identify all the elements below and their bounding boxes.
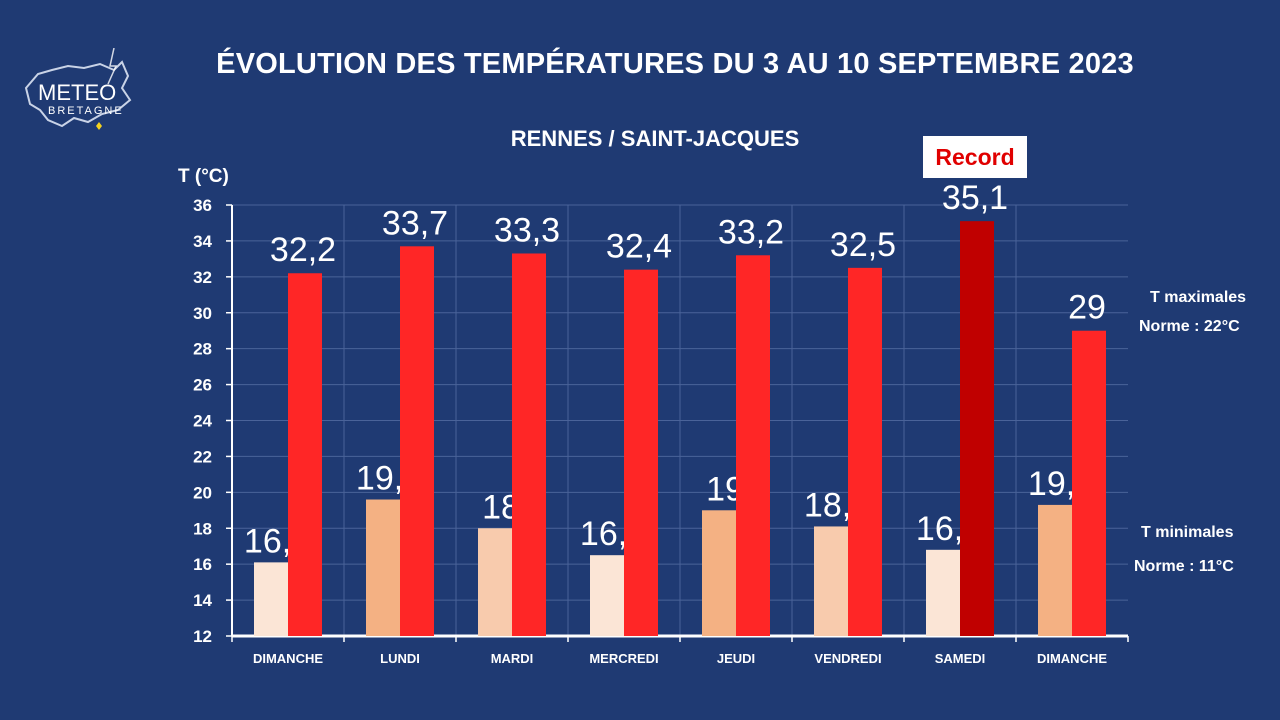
y-tick-label: 22 <box>193 447 212 466</box>
x-category-label: DIMANCHE <box>1037 651 1107 666</box>
x-category-label: VENDREDI <box>814 651 881 666</box>
tmax-data-label: 35,1 <box>942 179 1008 217</box>
tmax-bar <box>1072 330 1106 636</box>
y-tick-label: 14 <box>193 591 212 610</box>
tmin-bar <box>702 510 736 636</box>
tmin-bar <box>814 526 848 636</box>
tmax-data-label: 33,7 <box>382 204 448 242</box>
x-category-label: DIMANCHE <box>253 651 323 666</box>
tmax-data-label: 32,5 <box>830 226 896 264</box>
meteo-bretagne-logo: METEO BRETAGNE <box>18 47 148 144</box>
tmax-bar <box>736 255 770 637</box>
y-tick-label: 20 <box>193 483 212 502</box>
y-tick-label: 32 <box>193 268 212 287</box>
tmax-bar <box>624 269 658 636</box>
tmin-bar <box>590 555 624 636</box>
chart-subtitle: RENNES / SAINT-JACQUES <box>510 126 800 151</box>
record-badge-label: Record <box>935 144 1014 170</box>
x-category-label: MERCREDI <box>589 651 658 666</box>
tmax-bar <box>848 267 882 636</box>
tmax-data-label: 32,4 <box>606 228 672 266</box>
tmin-norm-label: Norme : 11°C <box>1134 558 1234 575</box>
y-tick-label: 24 <box>193 412 212 431</box>
tmax-bar <box>960 221 994 636</box>
y-tick-label: 34 <box>193 232 212 251</box>
tmax-data-label: 33,3 <box>494 211 560 249</box>
y-tick-label: 30 <box>193 304 212 323</box>
logo-text-top: METEO <box>38 80 116 105</box>
tmax-norm-label: Norme : 22°C <box>1139 318 1240 335</box>
chart-title: ÉVOLUTION DES TEMPÉRATURES DU 3 AU 10 SE… <box>216 48 1134 80</box>
x-category-label: JEUDI <box>717 651 755 666</box>
tmax-bar <box>288 273 322 636</box>
y-tick-label: 12 <box>193 627 212 646</box>
y-tick-label: 16 <box>193 555 212 574</box>
x-category-label: MARDI <box>491 651 534 666</box>
logo-text-bottom: BRETAGNE <box>48 105 124 117</box>
tmax-legend-label: T maximales <box>1150 289 1247 306</box>
tmax-bar <box>400 246 434 636</box>
tmin-bar <box>366 499 400 636</box>
tmax-bar <box>512 253 546 637</box>
tmax-data-label: 29 <box>1068 289 1106 327</box>
tmin-bar <box>1038 504 1072 636</box>
tmin-legend-label: T minimales <box>1141 524 1234 541</box>
y-axis-label: T (°C) <box>178 166 229 187</box>
x-category-label: LUNDI <box>380 651 420 666</box>
tmax-data-label: 33,2 <box>718 213 784 251</box>
record-badge <box>923 136 1027 178</box>
y-tick-label: 26 <box>193 376 212 395</box>
y-tick-label: 28 <box>193 340 212 359</box>
x-category-label: SAMEDI <box>935 651 986 666</box>
tmin-bar <box>478 528 512 636</box>
y-tick-label: 18 <box>193 519 212 538</box>
tmin-bar <box>926 549 960 636</box>
tmin-bar <box>254 562 288 636</box>
tmax-data-label: 32,2 <box>270 231 336 269</box>
y-tick-label: 36 <box>193 196 212 215</box>
